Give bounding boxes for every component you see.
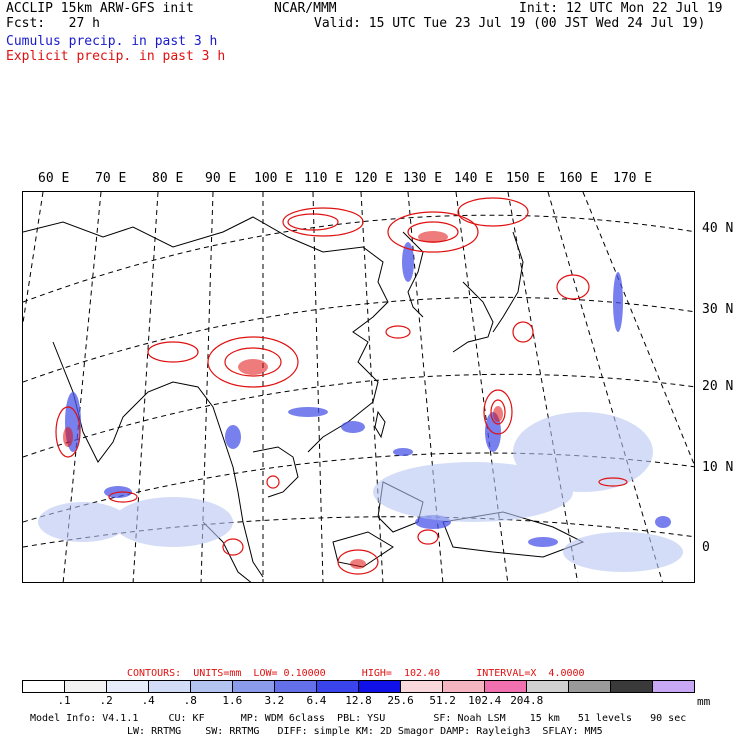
- colorbar-tick-label: 204.8: [510, 694, 544, 707]
- forecast-hour: Fcst: 27 h: [6, 16, 100, 31]
- lon-label: 80 E: [152, 171, 184, 186]
- valid-time: Valid: 15 UTC Tue 23 Jul 19 (00 JST Wed …: [314, 16, 706, 31]
- contour-info: CONTOURS: UNITS=mm LOW= 0.10000 HIGH= 10…: [127, 668, 585, 679]
- colorbar-segment: [107, 681, 149, 692]
- init-time: Init: 12 UTC Mon 22 Jul 19: [519, 1, 723, 16]
- cumulus-light: [38, 412, 683, 572]
- colorbar-tick-label: .4: [141, 694, 155, 707]
- colorbar-tick-label: .1: [57, 694, 71, 707]
- colorbar-segment: [485, 681, 527, 692]
- cumulus-legend: Cumulus precip. in past 3 h: [6, 34, 218, 49]
- colorbar-segment: [149, 681, 191, 692]
- map-canvas: [23, 192, 694, 582]
- colorbar-segment: [653, 681, 694, 692]
- colorbar-tick-label: 102.4: [468, 694, 502, 707]
- lon-label: 60 E: [38, 171, 70, 186]
- colorbar-segment: [443, 681, 485, 692]
- colorbar-tick-label: .2: [99, 694, 113, 707]
- colorbar-units: mm: [697, 695, 711, 708]
- colorbar-segment: [527, 681, 569, 692]
- lon-label: 110 E: [304, 171, 344, 186]
- physics-info: LW: RRTMG SW: RRTMG DIFF: simple KM: 2D …: [127, 726, 603, 737]
- lon-label: 150 E: [506, 171, 546, 186]
- colorbar-segment: [65, 681, 107, 692]
- lat-label: 40 N: [702, 221, 734, 236]
- colorbar-segment: [23, 681, 65, 692]
- colorbar-segment: [317, 681, 359, 692]
- colorbar-segment: [275, 681, 317, 692]
- institution-label: NCAR/MMM: [274, 1, 337, 16]
- explicit-fill: [63, 231, 503, 569]
- colorbar-tick-label: 51.2: [429, 694, 456, 707]
- lon-label: 100 E: [254, 171, 294, 186]
- colorbar-segment: [569, 681, 611, 692]
- lat-label: 10 N: [702, 460, 734, 475]
- model-title: ACCLIP 15km ARW-GFS init: [6, 1, 194, 16]
- colorbar-segment: [359, 681, 401, 692]
- colorbar-segment: [191, 681, 233, 692]
- lon-label: 160 E: [559, 171, 599, 186]
- lon-label: 90 E: [205, 171, 237, 186]
- lon-label: 120 E: [354, 171, 394, 186]
- colorbar-tick-label: 6.4: [306, 694, 327, 707]
- colorbar-tick-label: 1.6: [222, 694, 243, 707]
- lat-label: 0: [702, 540, 710, 555]
- colorbar-segment: [401, 681, 443, 692]
- colorbar-tick-label: 3.2: [264, 694, 285, 707]
- explicit-legend: Explicit precip. in past 3 h: [6, 49, 226, 64]
- lon-label: 140 E: [454, 171, 494, 186]
- colorbar-segment: [611, 681, 653, 692]
- lat-label: 30 N: [702, 302, 734, 317]
- lon-label: 70 E: [95, 171, 127, 186]
- lat-label: 20 N: [702, 379, 734, 394]
- colorbar-tick-label: 25.6: [387, 694, 414, 707]
- colorbar-segment: [233, 681, 275, 692]
- explicit-precip: [55, 197, 628, 575]
- colorbar-tick-label: .8: [183, 694, 197, 707]
- lon-label: 170 E: [613, 171, 653, 186]
- model-info: Model Info: V4.1.1 CU: KF MP: WDM 6class…: [30, 713, 687, 724]
- colorbar: [22, 680, 695, 693]
- colorbar-tick-label: 12.8: [345, 694, 372, 707]
- precip-map: [22, 191, 695, 583]
- lon-label: 130 E: [403, 171, 443, 186]
